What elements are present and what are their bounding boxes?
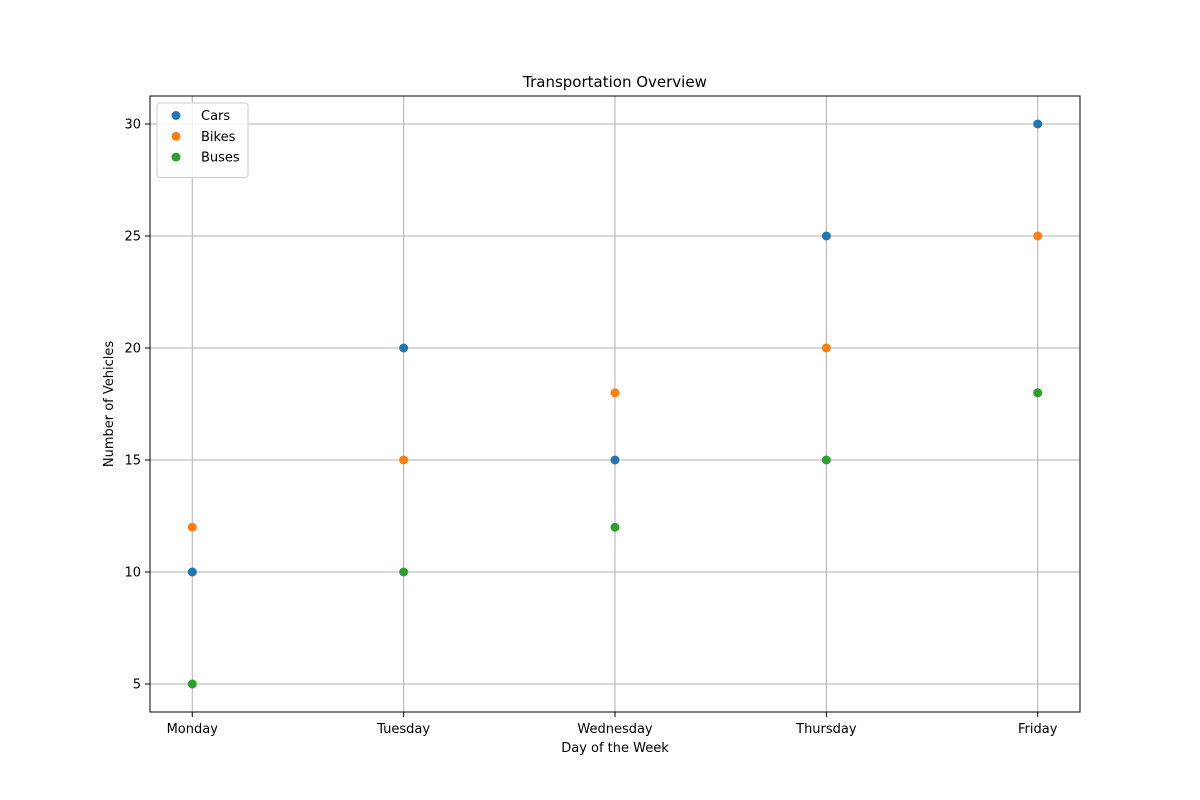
data-point-cars [187, 567, 197, 577]
y-tick-label: 15 [124, 454, 141, 469]
series-cars [187, 119, 1043, 577]
x-axis-title: Day of the Week [561, 741, 669, 756]
legend-marker-bikes [171, 131, 181, 141]
data-point-buses [610, 522, 620, 532]
legend-label-bikes: Bikes [201, 130, 236, 145]
series-buses [187, 388, 1043, 689]
data-point-bikes [821, 343, 831, 353]
y-tick-label: 10 [124, 566, 141, 581]
legend-label-cars: Cars [201, 109, 230, 124]
data-point-buses [821, 455, 831, 465]
y-tick-label: 5 [133, 678, 141, 693]
legend: Cars Bikes Buses [156, 102, 249, 178]
y-tick-label: 30 [124, 118, 141, 133]
x-tick-label: Monday [167, 722, 219, 737]
legend-marker-buses [171, 152, 181, 162]
data-point-buses [1033, 388, 1043, 398]
points-layer [187, 119, 1043, 689]
y-tick-label: 25 [124, 230, 141, 245]
data-point-cars [399, 343, 409, 353]
data-point-cars [1033, 119, 1043, 129]
data-point-bikes [1033, 231, 1043, 241]
ticks-layer: Monday Tuesday Wednesday Thursday Friday 5 10 1… [124, 118, 1057, 738]
legend-label-buses: Buses [201, 151, 240, 166]
series-bikes [187, 231, 1043, 532]
y-axis-title: Number of Vehicles [102, 341, 117, 468]
data-point-buses [187, 679, 197, 689]
data-point-cars [821, 231, 831, 241]
legend-marker-cars [171, 111, 181, 120]
data-point-cars [610, 455, 620, 465]
x-tick-label: Wednesday [577, 722, 653, 737]
chart-title: Transportation Overview [522, 73, 707, 91]
data-point-buses [399, 567, 409, 577]
grid-layer [150, 96, 1080, 712]
data-point-bikes [610, 388, 620, 398]
x-tick-label: Friday [1018, 722, 1058, 737]
data-point-bikes [187, 522, 197, 532]
x-tick-label: Tuesday [376, 722, 430, 737]
x-tick-label: Thursday [795, 722, 857, 737]
y-tick-label: 20 [124, 342, 141, 357]
data-point-bikes [399, 455, 409, 465]
